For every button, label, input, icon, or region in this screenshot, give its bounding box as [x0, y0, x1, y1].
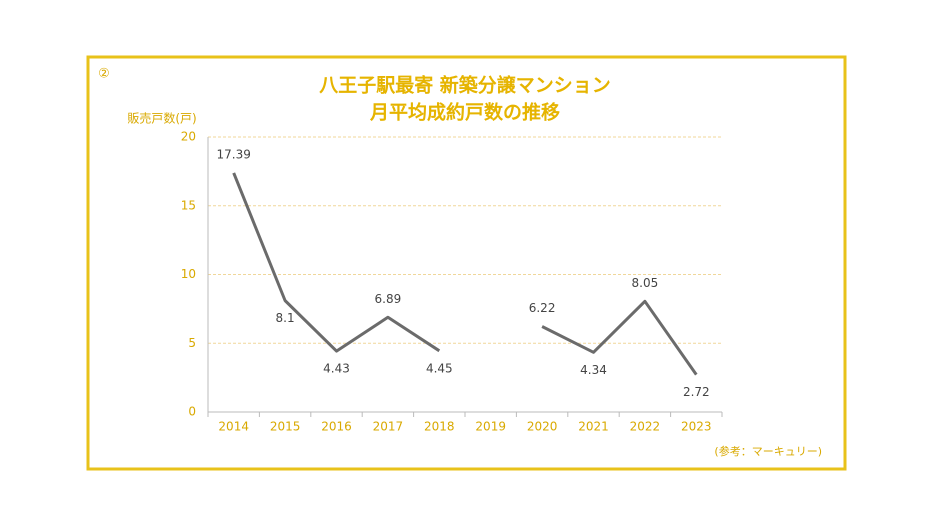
x-tick-label: 2020 [527, 420, 558, 434]
x-tick-label: 2023 [681, 420, 712, 434]
data-label: 2.72 [683, 385, 710, 399]
y-tick-label: 15 [181, 198, 196, 212]
x-tick-label: 2019 [475, 420, 506, 434]
y-tick-label: 10 [181, 267, 196, 281]
x-tick-label: 2016 [321, 420, 352, 434]
data-label: 6.22 [529, 301, 556, 315]
line [232, 172, 698, 376]
data-label: 4.34 [580, 363, 607, 377]
data-label: 4.45 [426, 361, 453, 375]
x-tick-label: 2022 [630, 420, 661, 434]
frame [86, 55, 847, 471]
source: (参考：マーキュリー) [714, 444, 822, 458]
y-tick-label: 0 [188, 405, 196, 419]
data-label: 8.05 [632, 276, 659, 290]
data-label: 17.39 [217, 147, 251, 161]
x-tick-label: 2018 [424, 420, 455, 434]
data-label: 4.43 [323, 362, 350, 376]
marker: ② [98, 67, 110, 82]
y-tick-label: 5 [188, 336, 196, 350]
chart-title: 月平均成約戸数の推移 [369, 101, 560, 124]
y-tick-label: 20 [181, 130, 196, 144]
data-label: 6.89 [375, 292, 402, 306]
x-tick-label: 2017 [373, 420, 404, 434]
data-label: 8.1 [276, 311, 295, 325]
y-axis-label: 販売戸数(戸) [127, 111, 196, 126]
x-tick-label: 2021 [578, 420, 609, 434]
x-tick-label: 2014 [218, 420, 249, 434]
x-tick-label: 2015 [270, 420, 301, 434]
chart-title: 八王子駅最寄 新築分譲マンション [319, 74, 611, 97]
